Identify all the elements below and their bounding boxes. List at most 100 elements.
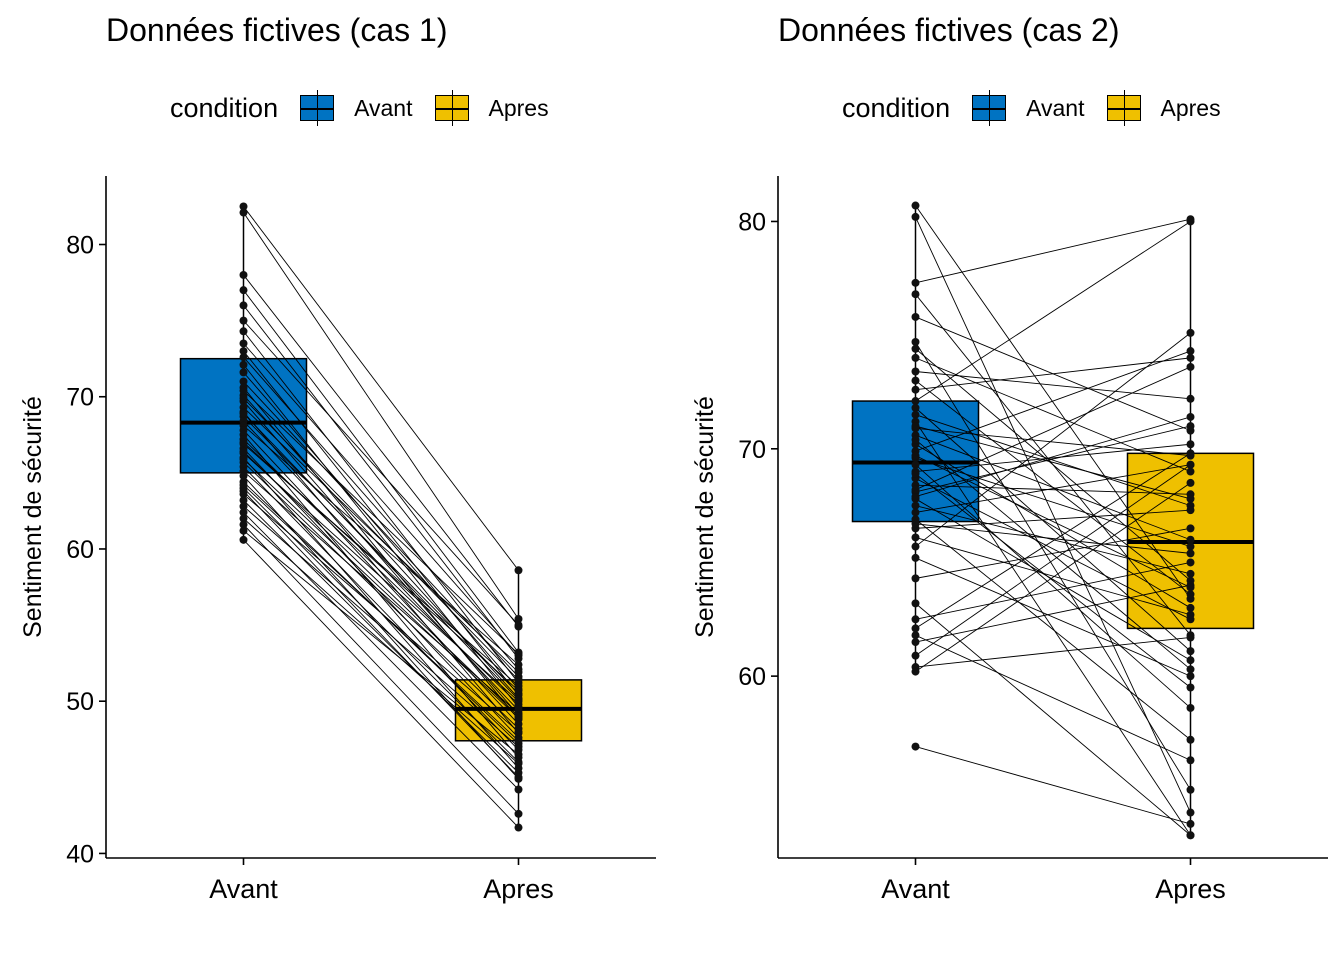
point-apres: [1186, 353, 1195, 362]
pair-line: [915, 482, 1191, 672]
point-avant: [911, 290, 920, 299]
point-apres: [1186, 506, 1195, 515]
pair-line: [243, 356, 519, 670]
point-avant: [239, 526, 248, 535]
point-avant: [911, 553, 920, 562]
point-avant: [239, 520, 248, 529]
point-avant: [239, 508, 248, 517]
pair-line: [915, 357, 1191, 472]
point-apres: [1186, 735, 1195, 744]
point-avant: [239, 471, 248, 480]
y-tick-label: 60: [66, 536, 94, 564]
legend-item-apres: Apres: [434, 90, 549, 126]
point-avant: [239, 208, 248, 217]
point-apres: [514, 686, 523, 695]
pair-line: [915, 416, 1191, 497]
point-avant: [911, 278, 920, 287]
point-apres: [1186, 656, 1195, 665]
point-avant: [911, 397, 920, 406]
point-avant: [239, 353, 248, 362]
pair-line: [243, 470, 519, 714]
legend-swatch-avant: [300, 90, 335, 126]
point-avant: [911, 201, 920, 210]
pair-line: [915, 746, 1191, 825]
chart-title: Données fictives (cas 2): [778, 12, 1120, 48]
point-apres: [1186, 478, 1195, 487]
point-avant: [911, 410, 920, 419]
x-tick-label: Apres: [483, 874, 554, 904]
point-apres: [514, 712, 523, 721]
pair-line: [915, 477, 1191, 620]
pair-line: [915, 557, 1191, 677]
point-avant: [911, 501, 920, 510]
pair-line: [915, 332, 1191, 547]
point-apres: [1186, 583, 1195, 592]
pair-line: [915, 637, 1191, 668]
chart-title: Données fictives (cas 1): [106, 12, 448, 48]
legend-label-apres: Apres: [488, 94, 549, 121]
pair-line: [915, 443, 1191, 609]
point-apres: [1186, 449, 1195, 458]
point-avant: [911, 492, 920, 501]
pair-line: [915, 380, 1191, 595]
point-avant: [911, 353, 920, 362]
pair-line: [915, 457, 1191, 547]
point-apres: [514, 650, 523, 659]
pair-line: [243, 320, 519, 626]
point-avant: [911, 624, 920, 633]
pair-line: [243, 425, 519, 666]
pair-line: [243, 490, 519, 778]
point-apres: [514, 566, 523, 575]
point-apres: [1186, 347, 1195, 356]
pair-line: [243, 518, 519, 764]
pair-line: [915, 439, 1191, 670]
point-apres: [1186, 412, 1195, 421]
point-avant: [911, 212, 920, 221]
pair-line: [243, 434, 519, 758]
pair-line: [915, 484, 1191, 495]
point-apres: [514, 695, 523, 704]
point-avant: [911, 485, 920, 494]
point-apres: [514, 727, 523, 736]
pair-line: [915, 518, 1191, 741]
point-apres: [1186, 665, 1195, 674]
chart-panel-cas-2: Données fictives (cas 2) condition Avant…: [672, 0, 1344, 960]
legend-swatch-avant: [972, 90, 1007, 126]
point-apres: [514, 823, 523, 832]
pair-line: [915, 603, 1191, 836]
point-avant: [239, 438, 248, 447]
point-avant: [911, 312, 920, 321]
point-avant: [911, 651, 920, 660]
legend-title: condition: [170, 92, 279, 123]
point-apres: [1186, 524, 1195, 533]
pair-line: [915, 537, 1191, 616]
pair-line: [915, 407, 1191, 652]
point-apres: [1186, 422, 1195, 431]
pair-line: [243, 407, 519, 673]
point-avant: [239, 409, 248, 418]
x-tick-label: Avant: [881, 874, 950, 904]
pair-line: [243, 443, 519, 687]
pair-line: [243, 442, 519, 691]
y-tick-label: 70: [66, 384, 94, 412]
point-avant: [911, 638, 920, 647]
pair-line: [243, 458, 519, 719]
pair-line: [915, 464, 1191, 709]
point-apres: [1186, 808, 1195, 817]
x-tick-label: Apres: [1155, 874, 1226, 904]
pair-line: [243, 372, 519, 690]
pair-line: [243, 451, 519, 717]
point-avant: [239, 316, 248, 325]
pair-line: [915, 221, 1191, 402]
point-avant: [911, 615, 920, 624]
point-apres: [1186, 394, 1195, 403]
pair-line: [915, 634, 1191, 761]
point-apres: [1186, 603, 1195, 612]
point-avant: [239, 386, 248, 395]
pair-line: [243, 343, 519, 656]
legend: condition Avant Apres: [170, 88, 571, 128]
point-apres: [514, 742, 523, 751]
point-avant: [911, 337, 920, 346]
plot-area: 60 70 80 Avant Apres Sentiment de sécurité: [691, 176, 1328, 904]
